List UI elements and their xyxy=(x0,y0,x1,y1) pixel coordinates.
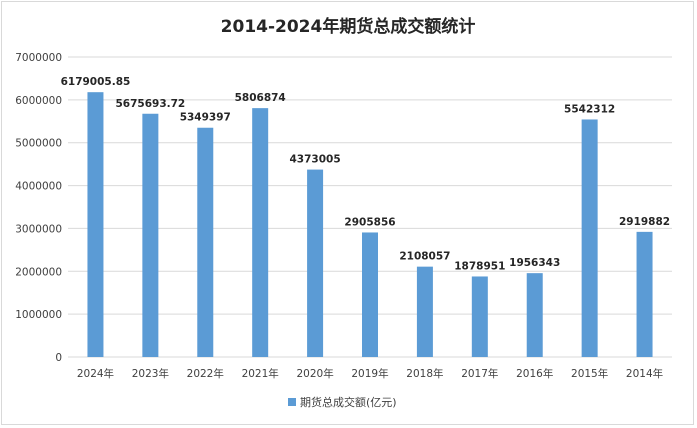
data-label: 6179005.85 xyxy=(61,76,131,88)
data-label: 4373005 xyxy=(290,154,341,166)
chart-title: 2014-2024年期货总成交额统计 xyxy=(221,16,476,37)
y-tick-label: 2000000 xyxy=(15,266,62,278)
x-axis-ticks: 2024年 2023年 2022年 2021年 2020年 2019年 2018年 2017年… xyxy=(77,367,663,380)
bar xyxy=(252,108,268,357)
bar xyxy=(87,92,103,357)
y-axis-ticks: 0 1000000 2000000 3000000 4000000 5000000 6000… xyxy=(15,52,62,364)
y-tick-label: 7000000 xyxy=(15,52,62,64)
x-tick-label: 2015年 xyxy=(571,367,608,380)
legend: 期货总成交额(亿元) xyxy=(288,395,397,409)
bar xyxy=(582,119,598,357)
data-label: 5675693.72 xyxy=(115,98,185,110)
x-tick-label: 2024年 xyxy=(77,367,114,380)
y-tick-label: 0 xyxy=(55,352,62,364)
bar xyxy=(417,267,433,357)
data-label: 1878951 xyxy=(454,260,505,272)
data-label: 2108057 xyxy=(399,251,450,263)
x-tick-label: 2021年 xyxy=(242,367,279,380)
y-tick-label: 6000000 xyxy=(15,95,62,107)
x-tick-label: 2023年 xyxy=(132,367,169,380)
legend-swatch xyxy=(288,398,296,406)
data-label: 1956343 xyxy=(509,257,560,269)
x-tick-label: 2019年 xyxy=(351,367,388,380)
bar xyxy=(527,273,543,357)
data-label: 5542312 xyxy=(564,103,615,115)
y-tick-label: 3000000 xyxy=(15,223,62,235)
y-tick-label: 5000000 xyxy=(15,138,62,150)
bar xyxy=(637,232,653,357)
x-tick-label: 2020年 xyxy=(296,367,333,380)
data-label: 5806874 xyxy=(235,92,286,104)
data-label: 5349397 xyxy=(180,112,231,124)
x-tick-label: 2014年 xyxy=(626,367,663,380)
bar xyxy=(197,128,213,357)
legend-label: 期货总成交额(亿元) xyxy=(300,395,397,409)
data-label: 2905856 xyxy=(344,216,395,228)
y-tick-label: 1000000 xyxy=(15,309,62,321)
x-tick-label: 2016年 xyxy=(516,367,553,380)
y-tick-label: 4000000 xyxy=(15,181,62,193)
x-tick-label: 2018年 xyxy=(406,367,443,380)
bar xyxy=(142,114,158,357)
data-label: 2919882 xyxy=(619,216,670,228)
bar xyxy=(472,276,488,357)
x-tick-label: 2017年 xyxy=(461,367,498,380)
bar xyxy=(307,170,323,357)
bar xyxy=(362,232,378,357)
x-tick-label: 2022年 xyxy=(187,367,224,380)
